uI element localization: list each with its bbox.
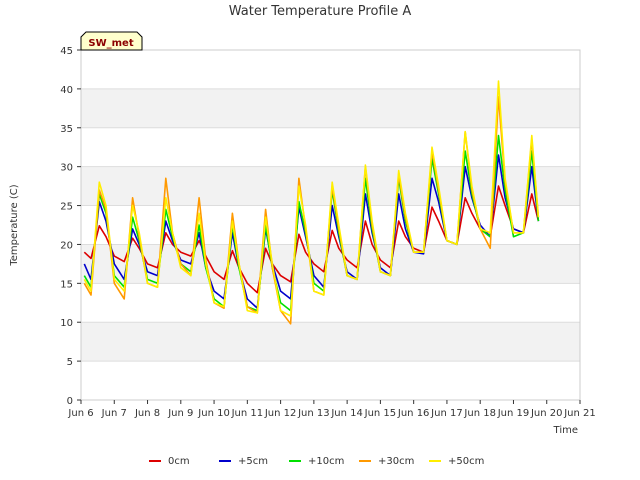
y-tick-label: 15 [60,279,73,290]
x-tick-label: Jun 7 [101,408,127,419]
x-tick-label: Jun 16 [397,408,430,419]
x-axis-label: Time [553,425,578,436]
x-tick-label: Jun 11 [231,408,264,419]
y-tick-label: 35 [60,124,73,135]
x-tick-label: Jun 19 [497,408,530,419]
x-axis: Jun 6 Jun 7 Jun 8 Jun 9 Jun 10 Jun 11 Jun 12 Ju… [67,400,596,419]
plot-band [81,88,580,128]
y-axis-label: Temperature (C) [9,184,20,266]
y-tick-label: 10 [60,318,73,329]
y-tick-label: 45 [60,46,73,57]
y-tick-label: 0 [67,396,73,407]
x-tick-label: Jun 10 [197,408,230,419]
x-tick-label: Jun 14 [330,408,363,419]
x-tick-label: Jun 8 [134,408,160,419]
series-line-50cm [83,80,540,317]
chart-title: Water Temperature Profile A [229,4,412,19]
y-tick-label: 25 [60,202,73,213]
series-lines [83,80,540,325]
site-badge-box [80,31,143,51]
plot-band [81,322,580,362]
y-axis: 0 5 10 15 20 25 30 35 40 45 [60,46,81,407]
y-tick-label: 20 [60,240,73,251]
plot-band [81,283,580,323]
x-tick-label: Jun 12 [264,408,297,419]
y-tick-label: 30 [60,163,73,174]
legend-label: +10cm [308,456,344,467]
x-tick-label: Jun 21 [563,408,596,419]
x-tick-label: Jun 6 [67,408,93,419]
plot-band [81,244,580,284]
x-tick-label: Jun 13 [297,408,330,419]
legend-label: 0cm [168,456,190,467]
plot-band [81,127,580,167]
x-tick-label: Jun 9 [167,408,193,419]
legend-label: +50cm [448,456,484,467]
plot-band [81,361,580,400]
site-badge-label: SW_met [88,38,133,49]
x-tick-label: Jun 20 [530,408,563,419]
legend-label: +30cm [378,456,414,467]
x-tick-label: Jun 17 [430,408,463,419]
x-tick-label: Jun 15 [364,408,397,419]
x-tick-label: Jun 18 [463,408,496,419]
y-tick-label: 40 [60,85,73,96]
legend-label: +5cm [238,456,268,467]
plot-frame [80,49,581,401]
plot-band [81,50,580,89]
y-tick-label: 5 [67,357,73,368]
site-badge: SW_met [80,31,143,51]
legend: 0cm +5cm +10cm +30cm +50cm [149,456,484,467]
